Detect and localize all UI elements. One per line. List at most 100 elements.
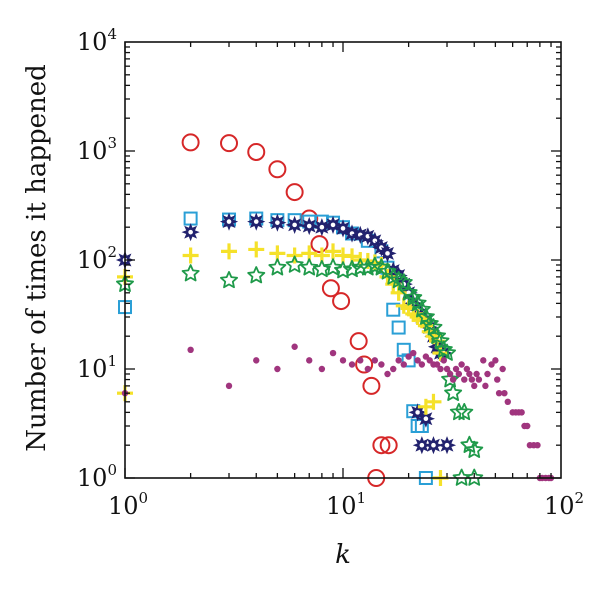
data-point [291,343,298,350]
y-tick-label: 103 [77,134,117,165]
data-point [348,361,356,368]
data-point [379,436,398,455]
data-point [384,370,391,378]
data-point [285,183,304,202]
data-point [449,376,457,383]
data-point [437,365,444,373]
data-point [253,357,260,364]
data-point [455,402,474,421]
data-point [441,370,460,388]
data-point [324,258,343,276]
y-axis-label: Number of times it happened [22,64,52,452]
data-point [365,256,384,274]
data-point [471,382,478,390]
data-point [394,273,413,291]
data-point [343,259,362,278]
data-point [437,436,457,455]
data-point [371,357,379,364]
data-point [431,331,450,349]
data-point [452,365,460,373]
data-point [455,370,463,378]
x-tick-label: 100 [108,489,148,520]
data-point [187,346,194,354]
data-point [473,370,480,378]
data-point [504,398,511,406]
data-point [329,349,337,357]
data-point [484,370,491,378]
data-point [339,357,347,364]
y-tick-label: 101 [77,352,117,383]
data-point [499,365,506,373]
data-point [181,133,200,152]
x-tick-label: 101 [326,489,366,520]
data-point [351,258,370,276]
data-point [418,361,426,368]
plot-marks [115,133,555,487]
data-point [449,402,468,421]
data-point [321,279,340,298]
data-point [334,261,352,279]
data-point [312,259,331,278]
data-point [378,361,385,368]
y-tick-label: 104 [77,25,117,56]
data-point [534,441,541,449]
data-point [458,361,465,368]
y-tick-label: 102 [77,243,117,274]
data-point [247,142,266,161]
data-point [355,355,374,374]
data-point [183,211,198,226]
data-point [480,357,487,364]
data-point [300,216,319,236]
data-point [444,383,463,401]
data-point [482,382,489,390]
data-point [221,243,238,260]
series-circle-open [181,133,398,487]
data-point [325,243,342,260]
data-point [465,468,484,486]
data-point [362,376,381,395]
data-point [332,292,351,311]
data-point [300,258,319,276]
data-point [426,357,433,364]
data-point [495,389,503,397]
data-point [364,365,372,373]
data-point [391,320,406,335]
series-dot [121,343,555,482]
data-point [285,255,304,273]
data-point [446,370,454,378]
data-point [461,376,468,383]
data-point [268,160,287,179]
data-point [400,361,407,368]
tick-labels: 100 101 102 100 101 102 103 104 [77,25,584,520]
data-point [468,376,476,383]
data-point [378,244,397,263]
data-point [424,318,443,336]
data-point [440,357,448,364]
data-point [412,436,431,455]
x-axis-label: k [335,540,351,570]
data-point [220,134,239,153]
data-point [518,409,525,416]
data-point [390,365,397,373]
data-point [425,393,442,410]
data-point [349,332,368,351]
data-point [318,365,326,373]
data-point [416,409,435,428]
data-point [463,365,471,373]
data-point [247,212,266,231]
data-point [404,288,423,306]
data-point [399,283,418,301]
data-point [268,213,287,232]
data-point [465,440,484,458]
data-point [488,361,495,368]
data-point [494,376,501,383]
data-point [372,436,391,455]
data-point [219,212,239,231]
data-point [285,215,304,234]
data-point [410,349,417,357]
data-point [396,342,411,357]
axis-ticks [124,42,561,479]
data-point [433,361,441,368]
data-point [247,266,266,284]
